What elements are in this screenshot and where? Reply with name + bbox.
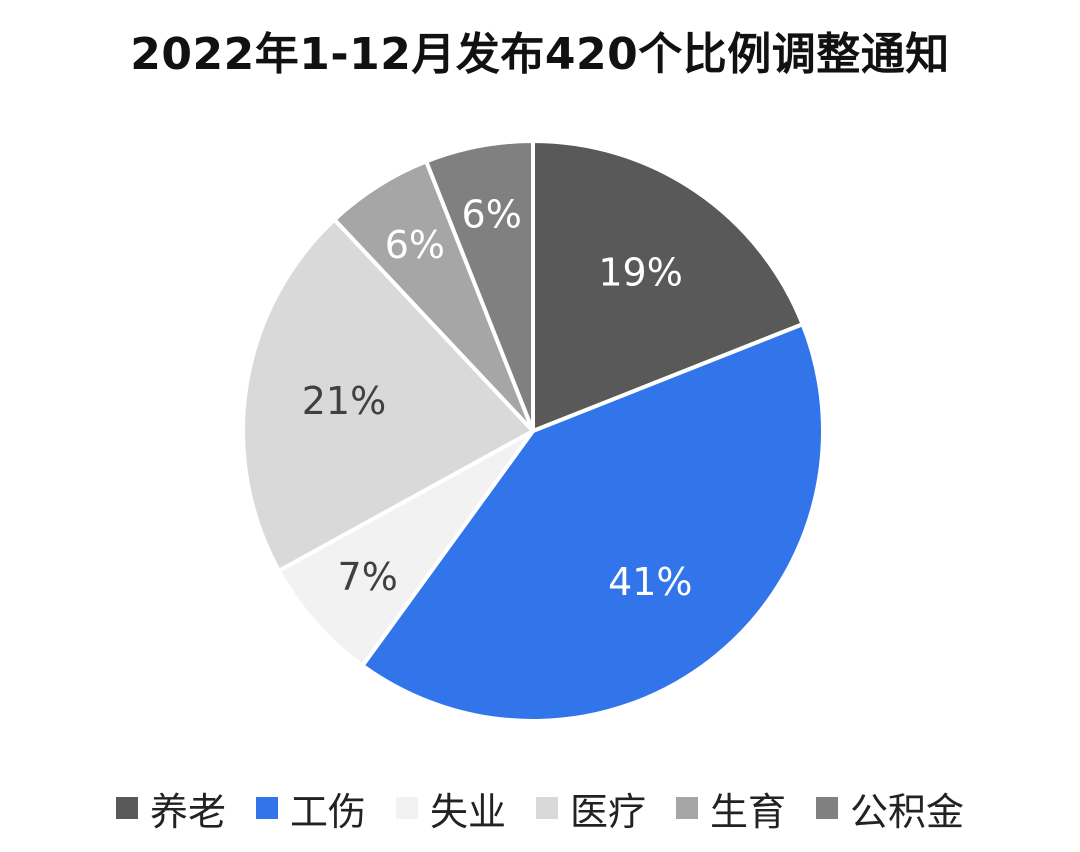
legend-swatch-icon [115,797,138,819]
legend-swatch-icon [816,797,839,819]
chart-title: 2022年1-12月发布420个比例调整通知 [130,29,950,80]
legend-swatch-icon [676,797,699,819]
legend-label: 生育 [710,789,787,834]
slice-data-label-4: 21% [302,379,386,423]
legend-item-4: 医疗 [536,781,646,836]
pie-chart: 19% 41% 7% 21% 6% 6% [0,120,1080,760]
slice-data-label-6: 6% [462,193,522,237]
pie-slice-3 [276,429,535,668]
pie-chart-svg: 19% 41% 7% 21% 6% 6% [241,139,825,723]
chart-legend: 养老 工伤 失业 医疗 生育 公积金 [0,780,1080,836]
slice-data-label-1: 19% [598,251,682,295]
legend-item-6: 公积金 [816,781,964,836]
legend-item-2: 工伤 [255,781,366,836]
pie-slice-1 [531,139,805,433]
slice-data-label-5: 6% [385,223,445,267]
legend-item-1: 养老 [115,781,226,836]
legend-swatch-icon [536,797,558,819]
pie-slice-6 [424,139,535,433]
legend-label: 公积金 [850,789,965,834]
legend-label: 失业 [429,789,506,834]
legend-item-3: 失业 [395,781,506,836]
legend-swatch-icon [395,797,418,819]
legend-label: 养老 [149,789,226,834]
legend-label: 工伤 [289,789,366,834]
legend-item-5: 生育 [676,781,786,836]
slice-data-label-2: 41% [608,560,692,604]
legend-swatch-icon [255,797,278,819]
slice-data-label-3: 7% [338,555,398,599]
pie-slice-2 [360,322,825,723]
legend-label: 医疗 [570,789,647,834]
pie-slice-4 [241,217,535,573]
